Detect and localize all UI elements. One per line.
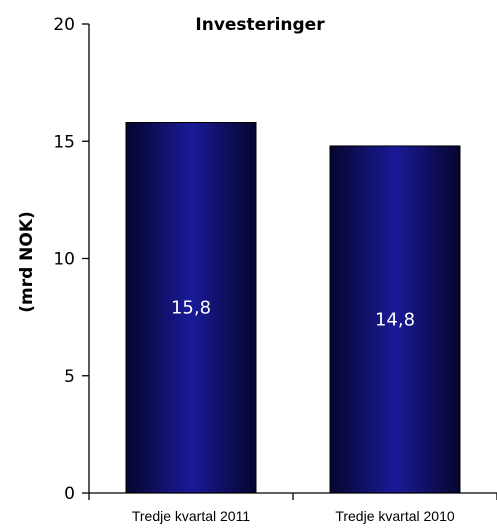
y-tick-label: 0 <box>64 484 75 504</box>
y-tick-label: 20 <box>53 15 75 35</box>
bars-group: 15,8 14,8 <box>125 121 461 494</box>
y-tick-label: 15 <box>53 132 75 152</box>
bar-data-label: 15,8 <box>171 298 211 319</box>
bar <box>329 145 461 494</box>
x-category-label: Tredje kvartal 2011 <box>132 508 250 524</box>
bar <box>125 121 257 494</box>
chart-title: Investeringer <box>195 15 325 35</box>
x-axis: Tredje kvartal 2011 Tredje kvartal 2010 <box>88 492 497 524</box>
y-tick-label: 5 <box>64 367 75 387</box>
y-axis: 0 5 10 15 20 <box>53 15 90 504</box>
x-category-label: Tredje kvartal 2010 <box>335 508 455 524</box>
bar-data-label: 14,8 <box>375 309 415 330</box>
y-axis-label: (mrd NOK) <box>17 211 37 313</box>
y-tick-label: 10 <box>53 250 75 270</box>
